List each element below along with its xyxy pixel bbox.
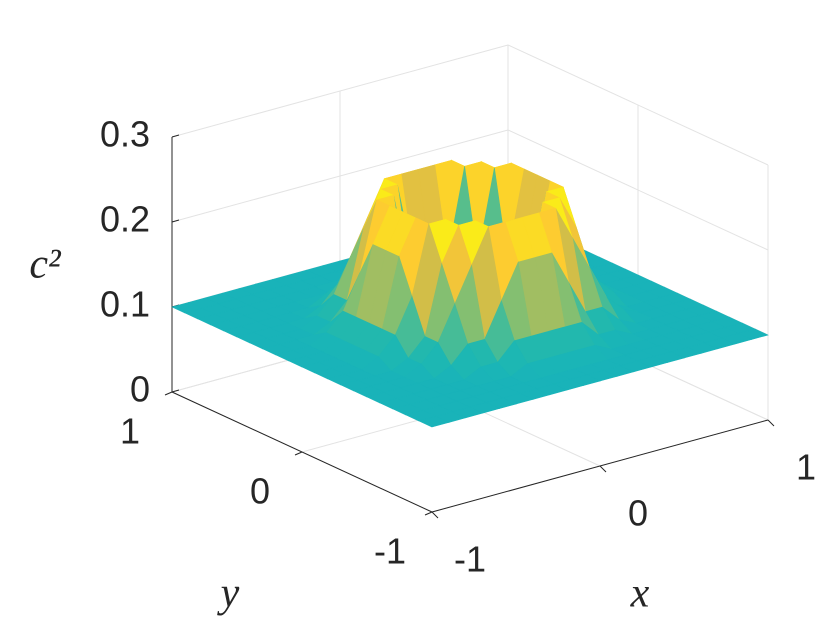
z-tick-label: 0.3 <box>100 114 150 155</box>
y-tick <box>424 511 433 516</box>
y-tick-label: -1 <box>374 531 406 572</box>
grid-line <box>507 44 769 166</box>
surface-patch <box>418 416 450 428</box>
x-tick <box>767 419 775 427</box>
x-tick <box>599 465 607 473</box>
z-tick-label: 0.2 <box>100 199 150 240</box>
x-tick <box>431 511 439 519</box>
x-tick-label: -1 <box>454 539 486 580</box>
z-tick-label: 0.1 <box>100 284 150 325</box>
z-tick <box>171 134 180 138</box>
z-tick <box>171 219 180 223</box>
grid-line <box>171 129 509 223</box>
y-tick-label: 0 <box>250 471 270 512</box>
y-tick-label: 1 <box>120 411 140 452</box>
y-tick <box>164 391 173 396</box>
y-axis-label: y <box>217 571 240 617</box>
y-tick <box>294 451 303 456</box>
x-tick-label: 1 <box>796 447 816 488</box>
x-axis-label: x <box>630 571 650 617</box>
z-axis-label: c² <box>29 242 62 288</box>
z-tick-label: 0 <box>130 369 150 410</box>
x-tick-label: 0 <box>628 493 648 534</box>
grid-line <box>507 129 769 251</box>
z-tick <box>171 389 180 393</box>
grid-line <box>171 44 509 138</box>
